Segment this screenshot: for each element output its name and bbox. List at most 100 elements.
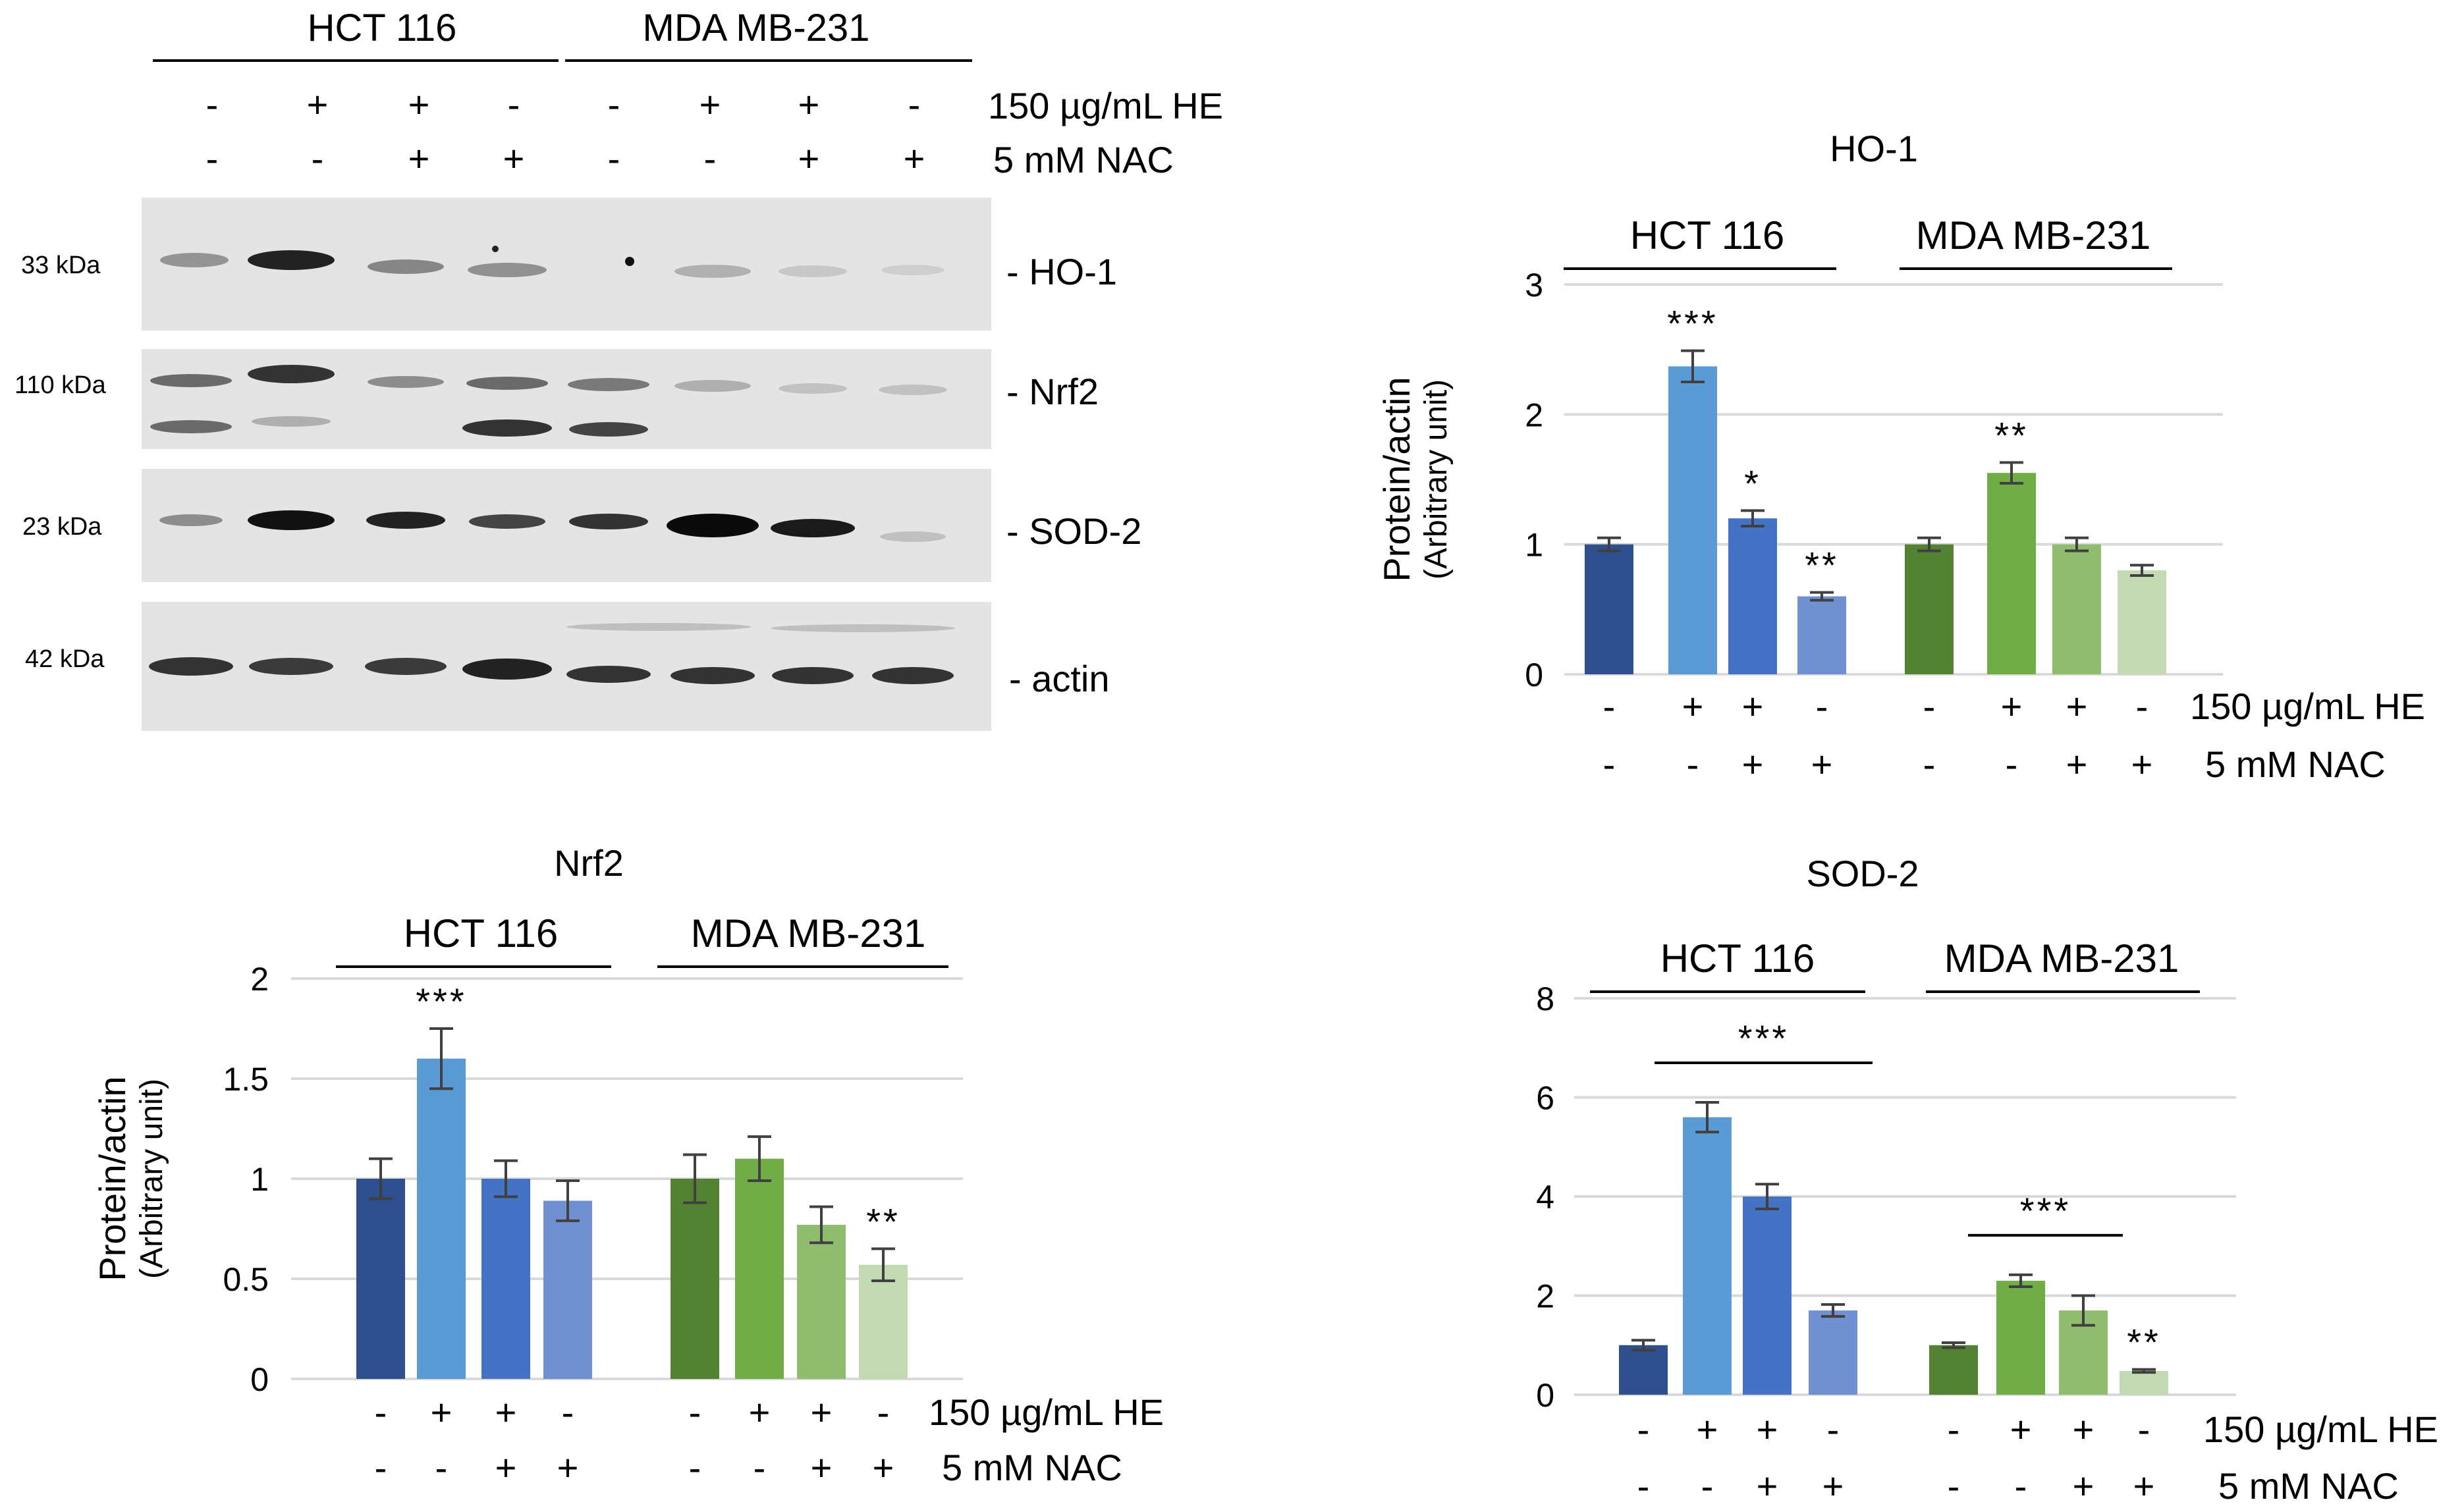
blot-protein-actin: - actin bbox=[1009, 658, 1110, 699]
y-tick-label: 1 bbox=[250, 1161, 269, 1198]
y-axis-label-sub: (Arbitrary unit) bbox=[134, 1079, 169, 1279]
y-tick-label: 1.5 bbox=[223, 1061, 269, 1098]
nac-sign: - bbox=[1701, 1465, 1714, 1506]
chart-sod2: 0 2 4 6 8 SOD-2 HCT 116 MDA MB-231 - - + - + + - + - - + - +… bbox=[1536, 853, 2438, 1506]
nac-sign: - bbox=[1948, 1465, 1960, 1506]
bar bbox=[735, 1158, 784, 1379]
y-tick-label: 2 bbox=[1536, 1278, 1554, 1315]
bar bbox=[1683, 1117, 1732, 1395]
blot-protein-sod2: - SOD-2 bbox=[1006, 510, 1141, 552]
blot-group-label-hct: HCT 116 bbox=[308, 7, 457, 49]
he-sign: - bbox=[877, 1391, 890, 1433]
blot-he-sign: + bbox=[307, 84, 329, 125]
y-tick-label: 6 bbox=[1536, 1080, 1554, 1117]
blot-protein-ho1: - HO-1 bbox=[1006, 251, 1117, 292]
blot-strip-ho1 bbox=[142, 198, 991, 331]
he-sign: + bbox=[749, 1391, 771, 1433]
nac-label: 5 mM NAC bbox=[2205, 743, 2386, 785]
nac-sign: - bbox=[689, 1447, 701, 1488]
bracket-label: *** bbox=[2020, 1190, 2071, 1231]
he-sign: - bbox=[1923, 686, 1936, 727]
bar bbox=[2052, 544, 2101, 674]
nac-sign: + bbox=[1822, 1465, 1844, 1506]
blot-strip-nrf2 bbox=[142, 349, 991, 449]
nac-sign: - bbox=[375, 1447, 387, 1488]
y-axis-label: Protein/actin (Arbitrary unit) bbox=[1376, 377, 1454, 581]
y-tick-label: 2 bbox=[250, 961, 269, 998]
significance-mark: ** bbox=[866, 1200, 900, 1242]
chart-title: Nrf2 bbox=[554, 842, 624, 884]
nac-sign: + bbox=[2066, 743, 2088, 785]
nac-sign: + bbox=[1811, 743, 1833, 785]
blot-strip-sod2 bbox=[142, 469, 991, 582]
significance-mark: ** bbox=[2127, 1322, 2161, 1363]
nac-sign: - bbox=[753, 1447, 766, 1488]
y-tick-label: 0 bbox=[250, 1361, 269, 1398]
nac-sign: + bbox=[557, 1447, 579, 1488]
y-axis-label: Protein/actin (Arbitrary unit) bbox=[92, 1076, 169, 1281]
he-sign: + bbox=[495, 1391, 517, 1433]
blot-kda-actin: 42 kDa bbox=[25, 645, 105, 673]
nac-sign: + bbox=[1757, 1465, 1778, 1506]
nac-sign: + bbox=[2073, 1465, 2094, 1506]
significance-mark: ** bbox=[1994, 414, 2029, 456]
blot-nac-sign: - bbox=[312, 138, 324, 179]
bar bbox=[356, 1179, 405, 1379]
bar bbox=[1809, 1310, 1857, 1395]
nac-sign: - bbox=[1923, 743, 1936, 785]
significance-mark: *** bbox=[416, 981, 466, 1022]
he-sign: - bbox=[1827, 1409, 1840, 1450]
he-sign: - bbox=[1637, 1409, 1650, 1450]
nac-sign: + bbox=[2133, 1465, 2155, 1506]
nac-sign: + bbox=[811, 1447, 833, 1488]
he-sign: + bbox=[2010, 1409, 2032, 1450]
he-sign: + bbox=[1697, 1409, 1718, 1450]
he-sign: + bbox=[2066, 686, 2088, 727]
blot-he-sign: - bbox=[508, 84, 520, 125]
he-sign: - bbox=[562, 1391, 574, 1433]
bar bbox=[1585, 544, 1633, 674]
bar bbox=[417, 1058, 466, 1379]
nac-sign: - bbox=[2006, 743, 2018, 785]
y-tick-label: 8 bbox=[1536, 981, 1554, 1017]
blot-nac-sign: + bbox=[503, 138, 525, 179]
blot-kda-ho1: 33 kDa bbox=[21, 252, 101, 279]
chart-title: SOD-2 bbox=[1806, 853, 1919, 894]
blot-kda-sod2: 23 kDa bbox=[22, 513, 102, 541]
bar bbox=[1668, 366, 1717, 674]
blot-he-signs: - + + - - + + - bbox=[206, 84, 921, 125]
blot-he-sign: + bbox=[699, 84, 721, 125]
bar bbox=[1987, 473, 2036, 674]
bar bbox=[1728, 518, 1777, 674]
he-label: 150 µg/mL HE bbox=[929, 1391, 1164, 1433]
blot-he-sign: + bbox=[408, 84, 430, 125]
blot-he-sign: - bbox=[206, 84, 219, 125]
blot-he-sign: - bbox=[608, 84, 620, 125]
y-tick-label: 0 bbox=[1525, 657, 1543, 693]
he-sign: - bbox=[1948, 1409, 1960, 1450]
he-sign: + bbox=[1742, 686, 1764, 727]
group-label: MDA MB-231 bbox=[1944, 936, 2179, 981]
he-sign: + bbox=[2001, 686, 2023, 727]
nac-sign: + bbox=[495, 1447, 517, 1488]
group-label: MDA MB-231 bbox=[1916, 213, 2151, 257]
chart-ho1: 0 1 2 3 HO-1 HCT 116 MDA MB-231 Protein/actin (A… bbox=[1376, 128, 2425, 785]
y-tick-label: 0 bbox=[1536, 1377, 1554, 1414]
he-sign: + bbox=[431, 1391, 452, 1433]
nac-sign: + bbox=[1742, 743, 1764, 785]
blot-group-label-mda: MDA MB-231 bbox=[643, 7, 870, 49]
he-sign: - bbox=[2136, 686, 2149, 727]
nac-sign: + bbox=[2131, 743, 2153, 785]
significance-mark: * bbox=[1744, 462, 1761, 504]
bar bbox=[2118, 570, 2166, 674]
y-tick-label: 4 bbox=[1536, 1179, 1554, 1216]
group-label: HCT 116 bbox=[404, 911, 559, 955]
group-label: HCT 116 bbox=[1630, 213, 1785, 257]
nac-sign: - bbox=[1603, 743, 1616, 785]
he-sign: - bbox=[1816, 686, 1828, 727]
bar bbox=[1619, 1345, 1668, 1395]
he-sign: - bbox=[2138, 1409, 2150, 1450]
blot-nac-sign: + bbox=[408, 138, 430, 179]
he-label: 150 µg/mL HE bbox=[2190, 686, 2425, 727]
bar bbox=[1743, 1197, 1792, 1395]
